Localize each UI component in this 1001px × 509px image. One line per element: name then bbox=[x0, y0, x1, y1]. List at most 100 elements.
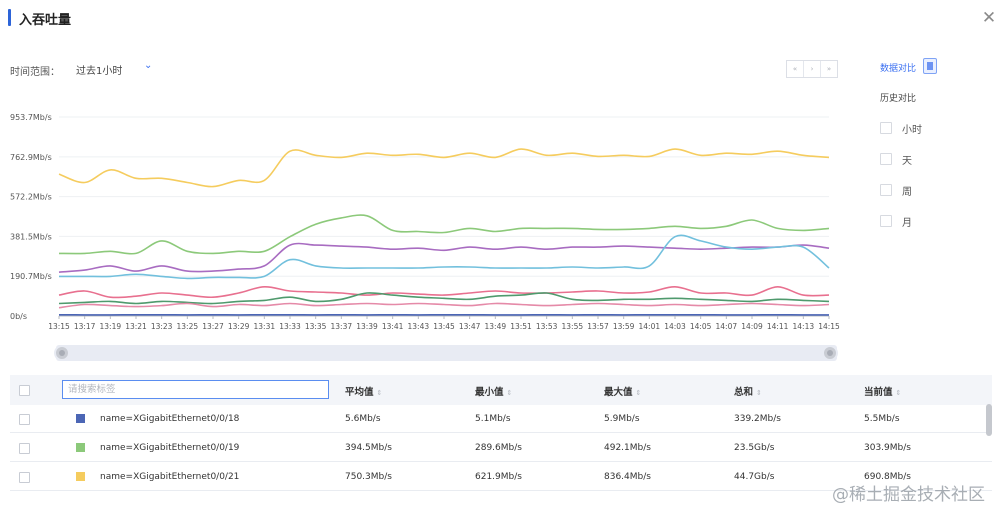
x-tick-label: 13:15 bbox=[48, 322, 70, 331]
table-row: name=XGigabitEthernet0/0/19 394.5Mb/s 28… bbox=[10, 434, 992, 462]
x-tick-label: 14:09 bbox=[741, 322, 763, 331]
x-tick-label: 14:07 bbox=[716, 322, 738, 331]
series-line bbox=[58, 292, 830, 305]
chevron-down-icon[interactable]: ⌄ bbox=[144, 60, 153, 71]
x-tick-label: 13:43 bbox=[408, 322, 430, 331]
column-header-current[interactable]: 当前值 ⇕ bbox=[864, 387, 902, 398]
history-option-month[interactable]: 月 bbox=[880, 214, 912, 229]
column-header-sum[interactable]: 总和 ⇕ bbox=[734, 387, 762, 398]
close-icon[interactable]: ✕ bbox=[981, 8, 997, 28]
x-tick-label: 14:03 bbox=[664, 322, 686, 331]
row-min: 289.6Mb/s bbox=[475, 443, 522, 453]
row-min: 5.1Mb/s bbox=[475, 414, 511, 424]
row-min: 621.9Mb/s bbox=[475, 472, 522, 482]
row-max: 836.4Mb/s bbox=[604, 472, 651, 482]
x-tick-label: 13:19 bbox=[100, 322, 122, 331]
checkbox[interactable] bbox=[880, 184, 892, 196]
time-range-label: 时间范围： bbox=[10, 67, 60, 78]
data-compare-toggle[interactable] bbox=[923, 58, 937, 74]
x-tick-label: 13:37 bbox=[331, 322, 353, 331]
title-accent-bar bbox=[8, 9, 11, 26]
x-tick-label: 13:21 bbox=[125, 322, 147, 331]
x-tick-label: 13:33 bbox=[279, 322, 301, 331]
history-option-week[interactable]: 周 bbox=[880, 183, 912, 198]
y-tick-label: 572.2Mb/s bbox=[10, 193, 52, 202]
data-compare-label[interactable]: 数据对比 bbox=[880, 64, 917, 74]
row-avg: 750.3Mb/s bbox=[345, 472, 392, 482]
x-tick-label: 14:01 bbox=[639, 322, 661, 331]
zoom-slider-track[interactable] bbox=[56, 345, 837, 361]
sort-icon[interactable]: ⇕ bbox=[895, 389, 902, 397]
x-tick-label: 13:45 bbox=[433, 322, 455, 331]
checkbox[interactable] bbox=[880, 153, 892, 165]
dialog-title: 入吞吐量 bbox=[19, 13, 72, 28]
tag-search-input[interactable] bbox=[62, 380, 329, 399]
row-avg: 5.6Mb/s bbox=[345, 414, 381, 424]
history-option-label: 周 bbox=[902, 186, 912, 198]
history-option-label: 天 bbox=[902, 155, 912, 167]
row-name: name=XGigabitEthernet0/0/18 bbox=[100, 414, 240, 424]
x-tick-label: 13:17 bbox=[74, 322, 96, 331]
pager-next-button[interactable]: › bbox=[804, 61, 821, 77]
series-line bbox=[58, 302, 830, 309]
row-current: 5.5Mb/s bbox=[864, 414, 900, 424]
row-sum: 44.7Gb/s bbox=[734, 472, 775, 482]
column-header-min[interactable]: 最小值 ⇕ bbox=[475, 387, 513, 398]
x-tick-label: 14:15 bbox=[818, 322, 840, 331]
x-tick-label: 13:29 bbox=[228, 322, 250, 331]
row-checkbox[interactable] bbox=[19, 472, 30, 483]
series-line bbox=[58, 214, 830, 255]
row-sum: 23.5Gb/s bbox=[734, 443, 775, 453]
series-line bbox=[58, 148, 830, 188]
x-tick-label: 13:31 bbox=[254, 322, 276, 331]
chart-pager: « › » bbox=[786, 60, 838, 78]
row-checkbox[interactable] bbox=[19, 414, 30, 425]
zoom-slider-right-handle[interactable] bbox=[822, 345, 838, 361]
sort-icon[interactable]: ⇕ bbox=[635, 389, 642, 397]
column-header-max[interactable]: 最大值 ⇕ bbox=[604, 387, 642, 398]
series-line bbox=[58, 234, 830, 280]
time-range-select[interactable]: 过去1小时 bbox=[76, 66, 123, 77]
row-current: 690.8Mb/s bbox=[864, 472, 911, 482]
row-max: 5.9Mb/s bbox=[604, 414, 640, 424]
x-tick-label: 13:39 bbox=[356, 322, 378, 331]
history-option-day[interactable]: 天 bbox=[880, 152, 912, 167]
series-color-swatch bbox=[76, 472, 85, 481]
sort-icon[interactable]: ⇕ bbox=[506, 389, 513, 397]
x-tick-label: 14:05 bbox=[690, 322, 712, 331]
row-current: 303.9Mb/s bbox=[864, 443, 911, 453]
sort-icon[interactable]: ⇕ bbox=[376, 389, 383, 397]
row-checkbox[interactable] bbox=[19, 443, 30, 454]
history-option-label: 月 bbox=[902, 217, 912, 229]
throughput-line-chart: 0b/s 190.7Mb/s 381.5Mb/s 572.2Mb/s 762.9Mb/s… bbox=[10, 113, 840, 331]
series-line bbox=[58, 242, 830, 273]
pager-first-button[interactable]: « bbox=[787, 61, 804, 77]
table-row: name=XGigabitEthernet0/0/21 750.3Mb/s 62… bbox=[10, 463, 992, 491]
row-name: name=XGigabitEthernet0/0/21 bbox=[100, 472, 240, 482]
row-name: name=XGigabitEthernet0/0/19 bbox=[100, 443, 240, 453]
checkbox[interactable] bbox=[880, 122, 892, 134]
sort-icon[interactable]: ⇕ bbox=[756, 389, 762, 397]
x-tick-label: 13:41 bbox=[382, 322, 404, 331]
dialog-header: 入吞吐量 ✕ bbox=[0, 0, 1001, 38]
x-tick-label: 14:11 bbox=[767, 322, 789, 331]
x-tick-label: 13:59 bbox=[613, 322, 635, 331]
series-color-swatch bbox=[76, 443, 85, 452]
history-option-hour[interactable]: 小时 bbox=[880, 121, 922, 136]
row-avg: 394.5Mb/s bbox=[345, 443, 392, 453]
select-all-checkbox[interactable] bbox=[19, 385, 30, 396]
y-tick-label: 381.5Mb/s bbox=[10, 232, 52, 241]
x-tick-label: 13:27 bbox=[202, 322, 224, 331]
pager-last-button[interactable]: » bbox=[826, 65, 832, 73]
x-tick-label: 13:25 bbox=[177, 322, 199, 331]
checkbox[interactable] bbox=[880, 215, 892, 227]
table-scrollbar[interactable] bbox=[986, 404, 992, 436]
y-tick-label: 953.7Mb/s bbox=[10, 113, 52, 122]
column-header-avg[interactable]: 平均值 ⇕ bbox=[345, 387, 383, 398]
y-tick-label: 190.7Mb/s bbox=[10, 272, 52, 281]
series-color-swatch bbox=[76, 414, 85, 423]
zoom-slider-left-handle[interactable] bbox=[54, 345, 70, 361]
x-tick-label: 13:53 bbox=[536, 322, 558, 331]
x-tick-label: 13:49 bbox=[485, 322, 507, 331]
x-tick-label: 13:57 bbox=[587, 322, 609, 331]
